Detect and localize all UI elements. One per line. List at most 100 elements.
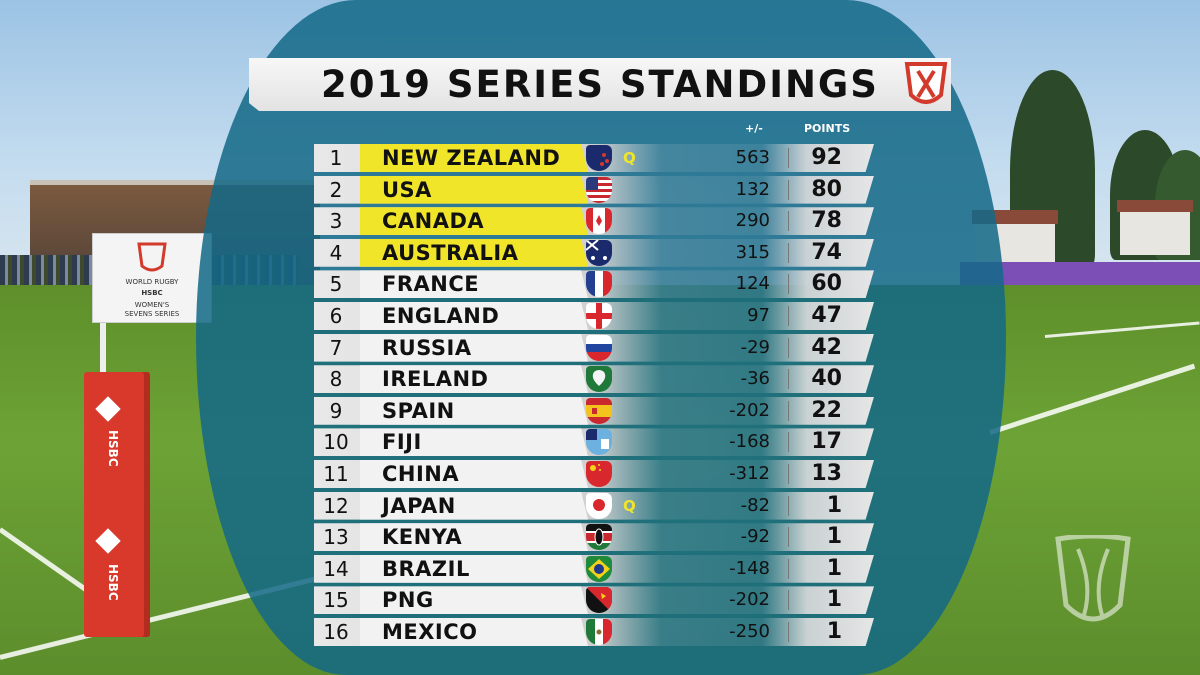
team-box [360, 207, 588, 236]
points-total: 1 [826, 619, 842, 644]
points-total: 13 [811, 461, 842, 486]
table-row: 13 KENYA -92 1 [314, 523, 874, 552]
usa-flag-icon [586, 176, 612, 203]
team-name: USA [382, 177, 432, 202]
rank-cell: 1 [329, 146, 343, 170]
team-name: FRANCE [382, 272, 480, 297]
team-box [360, 333, 588, 362]
rank-cell: 4 [329, 240, 343, 265]
column-divider [788, 464, 789, 484]
team-box [360, 554, 588, 583]
team-name: CHINA [382, 462, 460, 486]
team-name: FIJI [382, 430, 422, 455]
team-name: MEXICO [382, 620, 478, 644]
table-row: 9 SPAIN -202 22 [314, 396, 874, 425]
team-box [360, 238, 588, 267]
sevens-logo-icon [137, 242, 167, 272]
column-divider [788, 590, 789, 611]
corner-flag-line: HSBC [141, 289, 163, 297]
table-row: 1 NEW ZEALAND Q 563 92 [314, 144, 874, 172]
corner-flag-pole [100, 300, 106, 380]
team-box [360, 618, 588, 646]
points-difference: -82 [740, 494, 770, 516]
column-divider [788, 337, 789, 358]
table-row: 5 FRANCE 124 60 [314, 270, 874, 299]
team-name: PNG [382, 588, 434, 613]
column-divider [788, 179, 789, 200]
points-difference: 563 [735, 147, 770, 168]
points-total: 1 [826, 555, 842, 581]
points-total: 1 [826, 492, 842, 518]
rank-cell: 3 [329, 209, 343, 234]
team-name: SPAIN [382, 398, 455, 423]
team-name: NEW ZEALAND [382, 146, 561, 170]
corner-flag: WORLD RUGBY HSBC WOMEN'S SEVENS SERIES [92, 233, 212, 323]
rank-cell: 15 [323, 588, 349, 613]
points-difference: -202 [729, 589, 770, 611]
world-rugby-watermark-icon [1055, 535, 1131, 622]
team-box [360, 302, 588, 330]
points-total: 1 [826, 524, 842, 550]
house [1120, 210, 1190, 255]
hsbc-logo-icon [95, 528, 121, 554]
table-row: 4 AUSTRALIA 315 74 [314, 238, 874, 267]
png-flag-icon [586, 587, 612, 614]
rank-cell: 2 [329, 177, 343, 202]
rank-cell: 9 [329, 398, 343, 423]
column-divider [788, 306, 789, 326]
points-difference: 124 [735, 273, 770, 295]
team-box [360, 396, 588, 425]
brazil-flag-icon [586, 555, 612, 582]
points-difference: -312 [729, 463, 770, 484]
ireland-flag-icon [586, 366, 612, 393]
team-box [360, 586, 588, 615]
points-total: 78 [811, 208, 842, 234]
points-difference: -250 [729, 621, 770, 642]
canada-flag-icon [586, 208, 612, 235]
table-row: 14 BRAZIL -148 1 [314, 554, 874, 583]
points-difference: -92 [740, 526, 770, 548]
rank-cell: 12 [323, 493, 349, 518]
fiji-flag-icon [586, 429, 612, 456]
table-row: 6 ENGLAND 97 47 [314, 302, 874, 330]
column-divider [788, 622, 789, 642]
points-difference: -29 [740, 336, 770, 358]
points-total: 40 [811, 366, 842, 392]
france-flag-icon [586, 271, 612, 298]
column-header-diff: +/- [745, 122, 763, 135]
post-sponsor-text: HSBC [106, 564, 120, 601]
points-difference: 97 [747, 305, 770, 326]
rank-cell: 8 [329, 367, 343, 392]
column-divider [788, 274, 789, 295]
kenya-flag-icon [586, 524, 612, 551]
header-bar [249, 58, 951, 111]
column-divider [788, 432, 789, 453]
rank-cell: 13 [323, 525, 349, 550]
post-sponsor-text: HSBC [106, 430, 120, 467]
points-total: 17 [811, 429, 842, 455]
page-title: 2019 SERIES STANDINGS [321, 63, 879, 106]
team-box [360, 460, 588, 488]
column-divider [788, 242, 789, 263]
column-divider [788, 527, 789, 548]
column-divider [788, 558, 789, 579]
points-total: 1 [826, 587, 842, 613]
team-name: IRELAND [382, 367, 489, 392]
points-total: 42 [811, 334, 842, 360]
points-difference: -148 [729, 557, 770, 579]
rank-cell: 16 [323, 620, 349, 644]
team-box [360, 144, 588, 172]
house-roof [1117, 200, 1193, 212]
points-total: 74 [811, 239, 842, 265]
table-row: 11 CHINA -312 13 [314, 460, 874, 488]
team-box [360, 428, 588, 457]
mexico-flag-icon [586, 619, 612, 645]
points-total: 60 [811, 271, 842, 297]
team-name: KENYA [382, 525, 463, 550]
team-name: RUSSIA [382, 335, 472, 360]
japan-flag-icon [586, 492, 612, 519]
rank-cell: 10 [323, 430, 349, 455]
rank-cell: 14 [323, 556, 349, 581]
rank-cell: 11 [323, 462, 349, 486]
column-header-points: POINTS [804, 122, 851, 135]
